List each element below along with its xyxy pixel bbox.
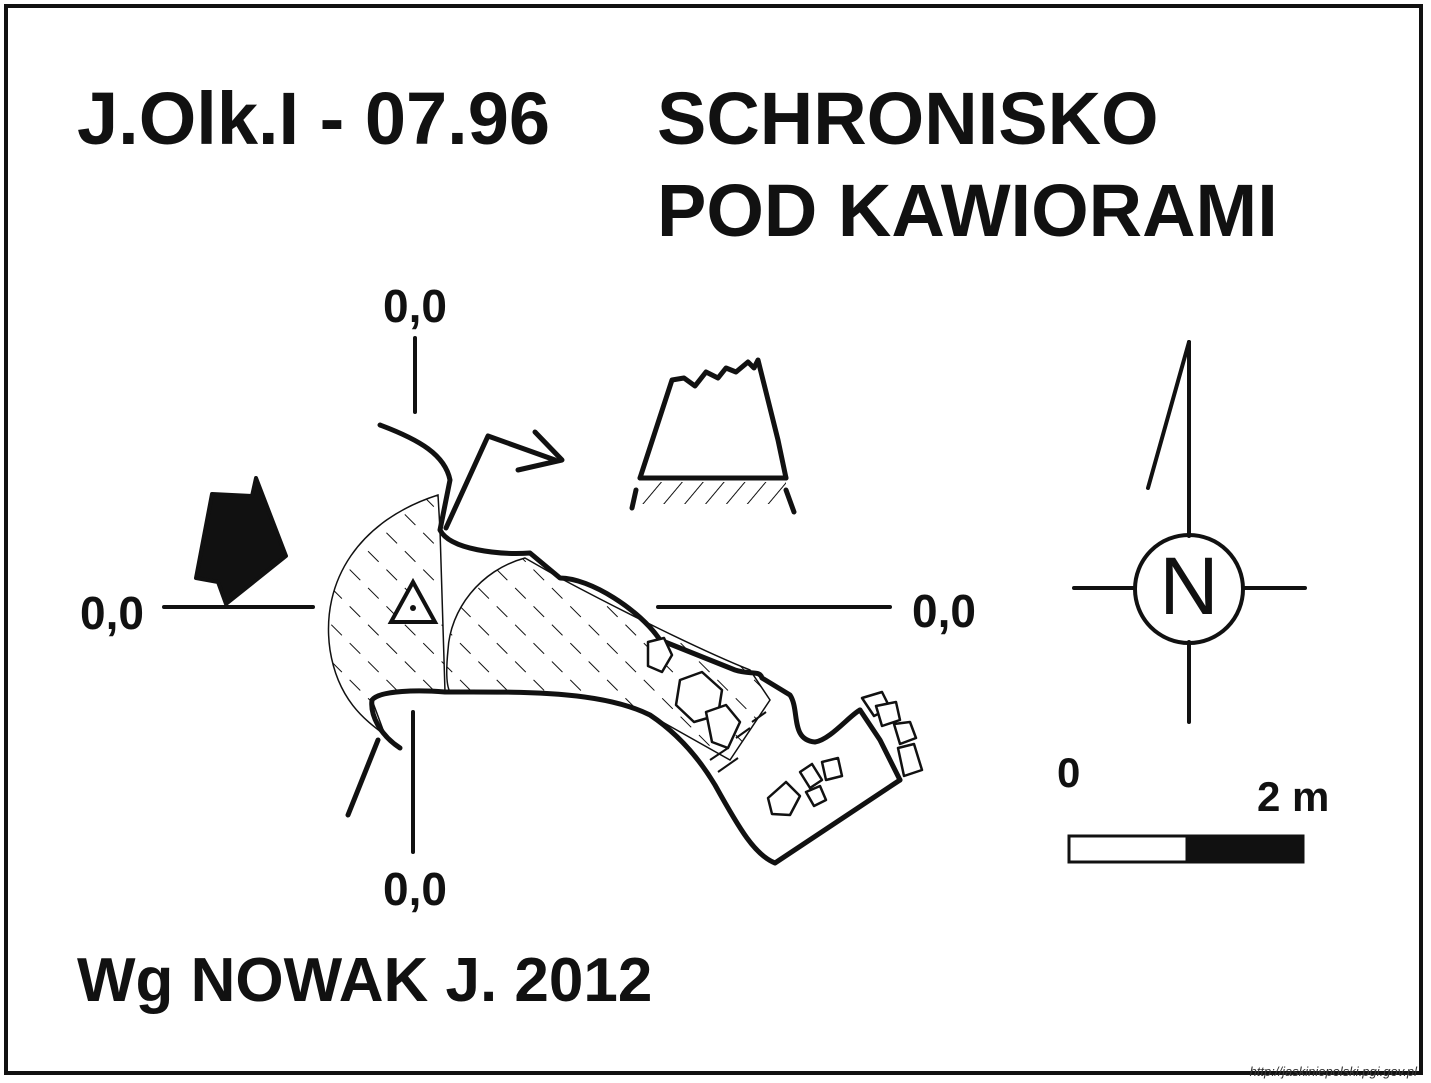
boulders bbox=[646, 636, 924, 817]
entrance-marker-arrow bbox=[194, 476, 288, 606]
cave-name-line2: POD KAWIORAMI bbox=[657, 169, 1278, 252]
north-arrow bbox=[1072, 340, 1307, 724]
scale-end-label: 2 m bbox=[1257, 773, 1330, 820]
datum-label-top: 0,0 bbox=[383, 280, 447, 332]
author-credit: Wg NOWAK J. 2012 bbox=[77, 946, 653, 1015]
datum-label-left: 0,0 bbox=[80, 587, 144, 639]
scale-bar-graphic bbox=[1067, 834, 1305, 864]
source-url: http://jaskiniepolski.pgi.gov.pl bbox=[1249, 1064, 1417, 1079]
ceiling-breaks bbox=[709, 711, 767, 773]
entrance-direction-arrow bbox=[443, 429, 565, 531]
cross-section-floor bbox=[642, 482, 786, 504]
datum-label-bottom: 0,0 bbox=[383, 863, 447, 915]
datum-label-right: 0,0 bbox=[912, 585, 976, 637]
cross-section bbox=[629, 357, 797, 515]
survey-point-triangle bbox=[387, 577, 439, 624]
map-frame bbox=[4, 4, 1423, 1075]
cave-outline bbox=[345, 422, 903, 866]
north-letter: N bbox=[1159, 541, 1219, 632]
reference-lines bbox=[162, 336, 892, 854]
north-arrow-circle bbox=[1133, 533, 1245, 645]
cave-code: J.Olk.I - 07.96 bbox=[77, 77, 551, 160]
cave-name-line1: SCHRONISKO bbox=[657, 77, 1159, 160]
scale-start-label: 0 bbox=[1057, 749, 1081, 796]
